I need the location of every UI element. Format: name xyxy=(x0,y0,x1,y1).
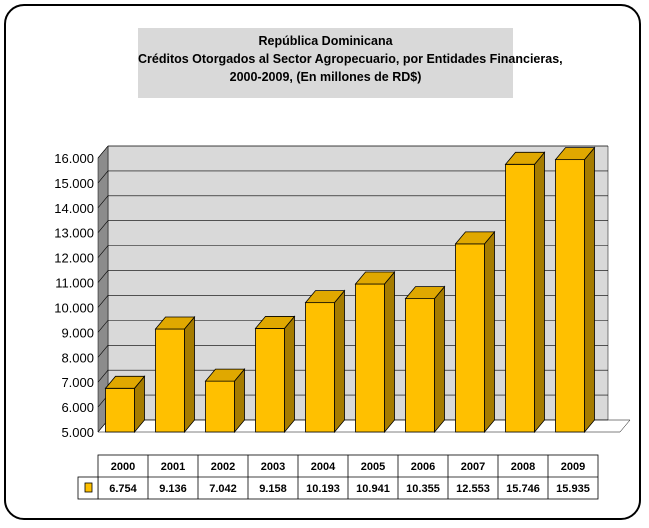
bar xyxy=(155,328,185,433)
data-value-label: 12.553 xyxy=(456,483,490,495)
y-tick-label: 11.000 xyxy=(55,276,94,291)
bar-top xyxy=(304,290,346,304)
data-value-label: 7.042 xyxy=(209,483,237,495)
data-value-label: 10.193 xyxy=(306,483,340,495)
bar xyxy=(205,380,235,433)
bar-top xyxy=(154,316,196,330)
bar-top xyxy=(104,375,146,389)
bar xyxy=(255,328,285,433)
bar xyxy=(105,387,135,433)
bar-top xyxy=(554,147,596,161)
chart-title-box: República Dominicana Créditos Otorgados … xyxy=(138,28,563,98)
bar xyxy=(355,283,385,433)
y-tick-label: 15.000 xyxy=(54,176,94,191)
y-tick-label: 5.000 xyxy=(61,425,94,440)
y-tick-label: 7.000 xyxy=(61,375,94,390)
category-label: 2007 xyxy=(461,461,485,473)
bar-side xyxy=(434,285,445,434)
gridline xyxy=(97,220,608,233)
data-value-label: 10.941 xyxy=(356,483,390,495)
category-label: 2000 xyxy=(111,461,135,473)
category-label: 2005 xyxy=(361,461,385,473)
y-tick-label: 8.000 xyxy=(61,350,94,365)
data-value-label: 9.136 xyxy=(159,483,187,495)
bar xyxy=(405,298,435,433)
data-value-label: 15.746 xyxy=(506,483,540,495)
bar-top xyxy=(454,231,496,245)
bar-side xyxy=(334,289,345,434)
bar-top xyxy=(354,271,396,285)
gridline xyxy=(97,195,608,209)
bar xyxy=(455,243,485,433)
category-label: 2002 xyxy=(211,461,235,473)
category-label: 2004 xyxy=(311,461,336,473)
data-value-label: 9.158 xyxy=(259,483,287,495)
bar-side xyxy=(534,151,545,434)
bar-side xyxy=(484,230,495,434)
category-label: 2009 xyxy=(561,461,585,473)
y-tick-label: 12.000 xyxy=(54,251,94,266)
bar-top xyxy=(404,286,446,300)
chart-subtitle-line1: Créditos Otorgados al Sector Agropecuari… xyxy=(138,52,563,66)
y-tick-label: 14.000 xyxy=(54,201,94,216)
gridline xyxy=(97,145,608,159)
gridline xyxy=(97,170,608,184)
bar-side xyxy=(384,270,395,434)
category-label: 2001 xyxy=(161,461,185,473)
data-value-label: 10.355 xyxy=(406,483,440,495)
bar xyxy=(505,163,535,433)
data-value-label: 15.935 xyxy=(556,483,590,495)
gridline xyxy=(97,270,608,283)
gridline xyxy=(97,245,608,258)
y-tick-label: 9.000 xyxy=(61,325,94,340)
y-tick-label: 6.000 xyxy=(61,400,94,415)
legend-swatch xyxy=(84,482,93,493)
bar-top xyxy=(204,368,246,382)
category-label: 2003 xyxy=(261,461,285,473)
y-tick-label: 13.000 xyxy=(54,226,94,241)
bar xyxy=(305,302,335,433)
bar-top xyxy=(254,316,296,329)
bar-side xyxy=(184,315,195,434)
bar xyxy=(555,159,585,433)
y-tick-label: 10.000 xyxy=(54,300,94,315)
chart-subtitle-line2: 2000-2009, (En millones de RD$) xyxy=(229,70,422,84)
category-label: 2006 xyxy=(411,461,435,473)
bar-top xyxy=(504,151,546,165)
y-tick-label: 16.000 xyxy=(54,151,94,166)
data-value-label: 6.754 xyxy=(109,483,137,495)
bar-side xyxy=(284,315,295,434)
bar-side xyxy=(584,146,595,434)
category-label: 2008 xyxy=(511,461,535,473)
chart-title: República Dominicana xyxy=(258,34,393,48)
